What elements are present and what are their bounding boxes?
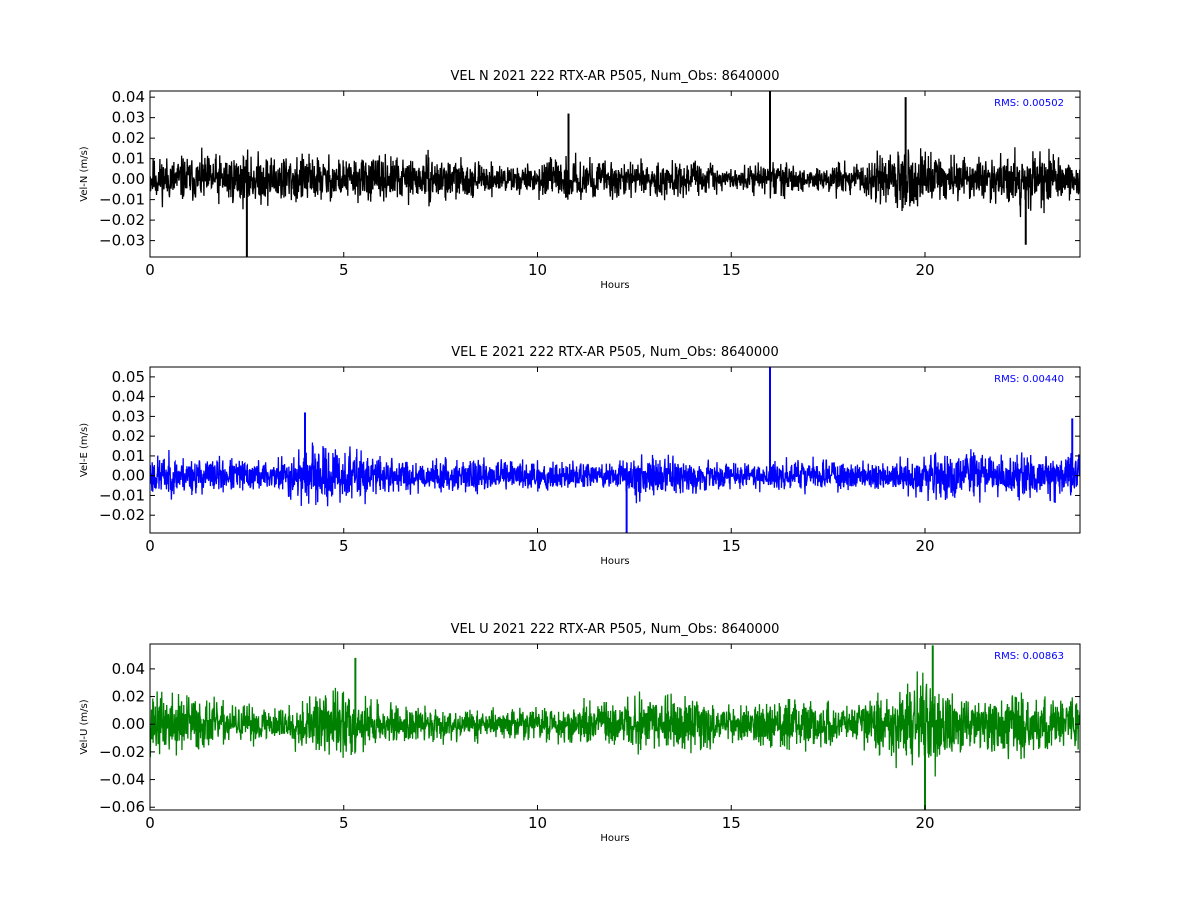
y-axis-label: Vel-N (m/s) (79, 146, 90, 201)
chart-title: VEL N 2021 222 RTX-AR P505, Num_Obs: 864… (451, 69, 780, 84)
series-line (150, 442, 1080, 507)
y-tick-label: −0.06 (99, 798, 145, 816)
y-tick-label: 0.03 (112, 109, 145, 127)
rms-annotation: RMS: 0.00440 (994, 374, 1064, 385)
x-tick-label: 20 (915, 814, 934, 832)
x-tick-label: 0 (145, 814, 155, 832)
axes-frame (149, 366, 1081, 534)
y-tick-label: 0.00 (112, 467, 145, 485)
y-tick-label: −0.01 (99, 486, 145, 504)
y-tick-label: 0.03 (112, 407, 145, 425)
y-tick-label: 0.00 (112, 715, 145, 733)
x-tick-label: 0 (145, 261, 155, 279)
rms-annotation: RMS: 0.00502 (994, 98, 1064, 109)
x-tick-label: 10 (528, 261, 547, 279)
x-tick-label: 20 (915, 261, 934, 279)
chart-title: VEL U 2021 222 RTX-AR P505, Num_Obs: 864… (451, 622, 780, 637)
x-tick-label: 10 (528, 537, 547, 555)
y-tick-label: 0.00 (112, 170, 145, 188)
x-axis-label: Hours (600, 833, 629, 844)
series-line (150, 147, 1080, 218)
y-tick-label: −0.02 (99, 506, 145, 524)
chart-title: VEL E 2021 222 RTX-AR P505, Num_Obs: 864… (451, 345, 778, 360)
rms-annotation: RMS: 0.00863 (994, 651, 1064, 662)
y-tick-label: −0.04 (99, 771, 145, 789)
x-axis-label: Hours (600, 556, 629, 567)
y-tick-label: 0.04 (112, 388, 145, 406)
x-tick-label: 5 (339, 537, 349, 555)
subplot-3: 0 5 10 15 20 −0.06 −0.04 −0.02 0.00 0.02 0.04 VEL U… (79, 622, 1081, 844)
subplot-1: 0 5 10 15 20 −0.03 −0.02 −0.01 0.00 0.01 0.02 0.03 0… (79, 69, 1081, 291)
series-line (150, 671, 1080, 777)
y-tick-label: 0.04 (112, 660, 145, 678)
y-tick-label: 0.04 (112, 88, 145, 106)
x-tick-label: 0 (145, 537, 155, 555)
y-axis-label: Vel-E (m/s) (79, 423, 90, 477)
y-tick-label: 0.02 (112, 688, 145, 706)
x-tick-label: 10 (528, 814, 547, 832)
x-tick-label: 15 (722, 814, 741, 832)
y-tick-label: 0.01 (112, 150, 145, 168)
y-tick-label: 0.02 (112, 129, 145, 147)
y-tick-label: −0.02 (99, 211, 145, 229)
x-tick-label: 5 (339, 261, 349, 279)
y-tick-label: 0.05 (112, 368, 145, 386)
x-tick-label: 20 (915, 537, 934, 555)
y-tick-label: −0.02 (99, 743, 145, 761)
subplot-2: 0 5 10 15 20 −0.02 −0.010.00 0.01 0.02 0.030.04 0.… (79, 345, 1081, 567)
y-tick-label: 0.01 (112, 447, 145, 465)
x-axis-label: Hours (600, 280, 629, 291)
x-tick-label: 15 (722, 261, 741, 279)
x-tick-label: 15 (722, 537, 741, 555)
y-tick-label: −0.03 (99, 232, 145, 250)
y-axis-label: Vel-U (m/s) (79, 699, 90, 754)
axes-frame (149, 90, 1081, 258)
x-tick-label: 5 (339, 814, 349, 832)
y-tick-label: −0.01 (99, 191, 145, 209)
axes-frame (149, 643, 1081, 811)
y-tick-label: 0.02 (112, 427, 145, 445)
